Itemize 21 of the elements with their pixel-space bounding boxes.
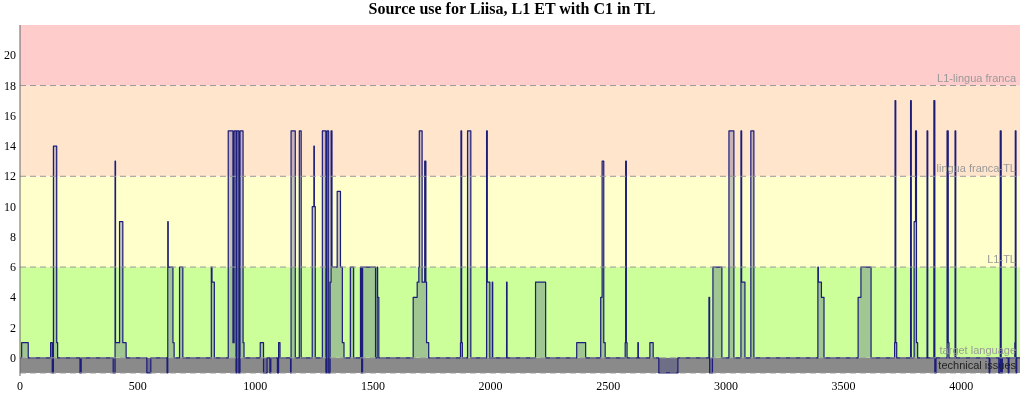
x-tick-label: 1500: [360, 379, 385, 393]
y-tick-label: 6: [10, 260, 16, 275]
x-tick-label: 2500: [596, 379, 621, 393]
x-tick-label: 1000: [243, 379, 268, 393]
y-tick-label: 8: [10, 229, 16, 244]
x-tick-label: 3000: [713, 379, 738, 393]
x-tick-label: 500: [128, 379, 147, 393]
chart-title: Source use for Liisa, L1 ET with C1 in TL: [368, 0, 656, 17]
y-tick-label: 14: [4, 139, 16, 154]
x-tick-label: 2000: [478, 379, 503, 393]
x-tick-label: 4000: [949, 379, 974, 393]
y-tick-label: 10: [4, 199, 16, 214]
y-tick-label: 2: [10, 320, 16, 335]
y-tick-label: 16: [4, 108, 16, 123]
y-tick-label: 20: [4, 48, 16, 63]
y-tick-label: 0: [10, 350, 16, 365]
ref-line-label: L1-lingua franca: [937, 71, 1017, 84]
y-tick-label: 12: [4, 169, 16, 184]
y-tick-label: 18: [4, 78, 16, 93]
y-tick-label: 4: [10, 290, 16, 305]
x-tick-label: 3500: [831, 379, 856, 393]
